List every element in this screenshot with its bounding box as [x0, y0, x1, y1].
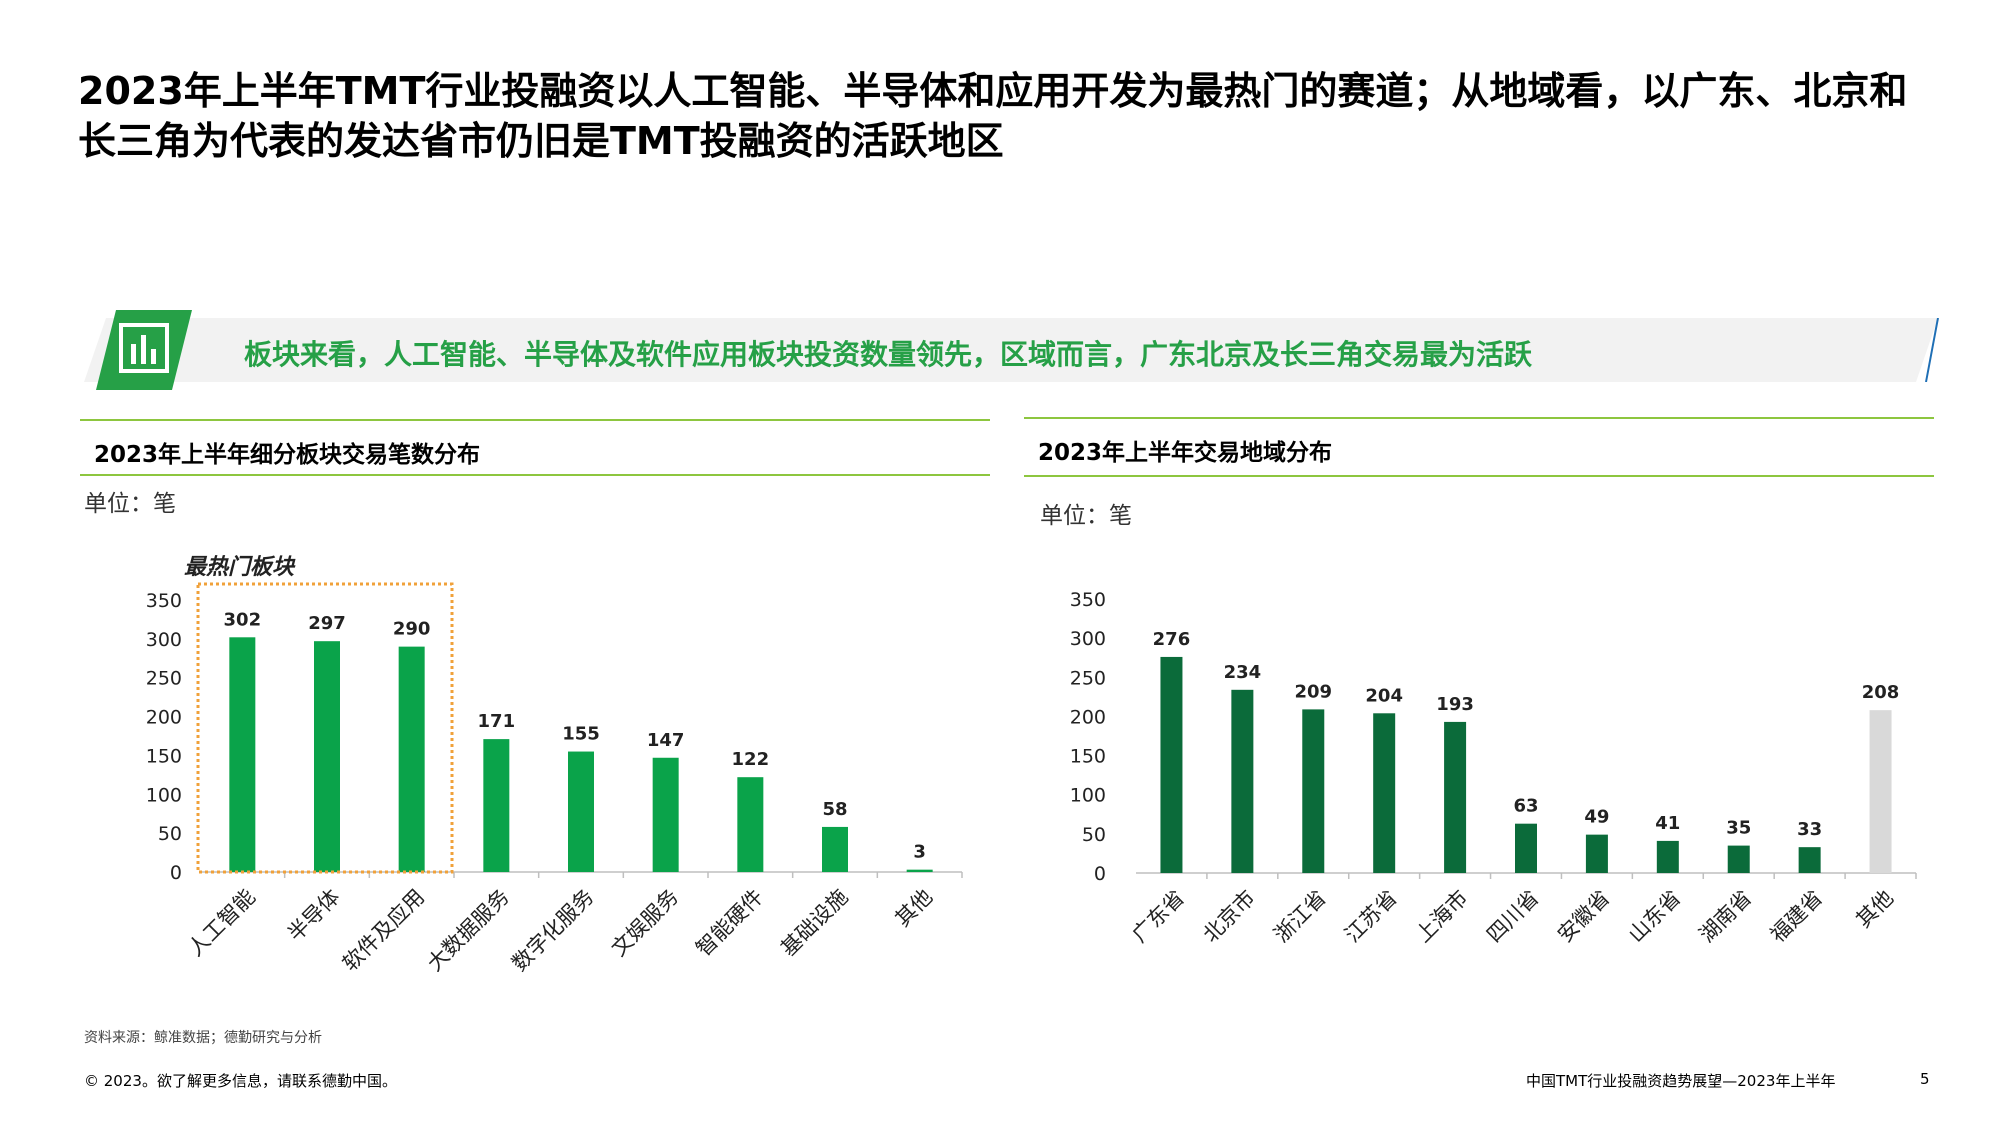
x-category-label: 软件及应用 — [338, 885, 429, 976]
x-category-label: 福建省 — [1766, 886, 1828, 948]
x-category-label: 四川省 — [1482, 886, 1544, 948]
bar-sector-9 — [906, 869, 933, 872]
y-tick-label: 300 — [146, 629, 182, 651]
bar-region-8 — [1656, 840, 1679, 873]
highlight-label: 最热门板块 — [184, 554, 296, 580]
bar-sector-5 — [568, 751, 594, 872]
x-category-label: 浙江省 — [1269, 886, 1331, 948]
x-category-label: 人工智能 — [184, 885, 260, 961]
y-tick-label: 100 — [1070, 785, 1106, 807]
y-tick-label: 350 — [1070, 589, 1106, 611]
data-label: 49 — [1584, 807, 1609, 828]
bar-region-4 — [1373, 713, 1396, 873]
data-label: 297 — [308, 613, 346, 634]
page-title: 2023年上半年TMT行业投融资以人工智能、半导体和应用开发为最热门的赛道；从地… — [78, 69, 1908, 163]
y-tick-label: 200 — [146, 707, 182, 729]
data-label: 3 — [913, 842, 926, 863]
x-category-label: 安徽省 — [1553, 886, 1615, 948]
y-tick-label: 150 — [1070, 746, 1106, 768]
bar-sector-2 — [314, 641, 340, 872]
x-category-label: 数字化服务 — [507, 885, 598, 976]
x-category-label: 山东省 — [1624, 886, 1686, 948]
data-label: 171 — [478, 711, 516, 732]
key-finding-banner — [84, 318, 1938, 382]
left-chart-unit: 单位：笔 — [84, 491, 176, 517]
highlight-box — [196, 582, 454, 874]
data-label: 302 — [224, 609, 262, 630]
x-category-label: 北京市 — [1198, 886, 1260, 948]
bar-region-11 — [1869, 710, 1892, 873]
right-chart-title: 2023年上半年交易地域分布 — [1038, 440, 1333, 466]
banner-accent-slash — [1925, 318, 1939, 382]
bar-region-1 — [1160, 656, 1183, 873]
y-tick-label: 50 — [158, 823, 182, 845]
data-label: 155 — [562, 724, 600, 745]
bar-sector-6 — [652, 757, 679, 872]
y-tick-label: 0 — [1094, 863, 1106, 885]
x-category-label: 江苏省 — [1340, 886, 1402, 948]
bar-region-5 — [1444, 721, 1467, 873]
data-label: 276 — [1153, 629, 1191, 650]
bar-sector-8 — [822, 826, 848, 872]
data-label: 122 — [732, 749, 770, 770]
y-tick-label: 0 — [170, 862, 182, 884]
y-tick-label: 100 — [146, 784, 182, 806]
bar-sector-3 — [398, 646, 425, 872]
left-chart-title: 2023年上半年细分板块交易笔数分布 — [94, 442, 481, 468]
x-category-label: 大数据服务 — [423, 885, 514, 976]
data-label: 209 — [1294, 681, 1332, 702]
data-label: 234 — [1224, 662, 1262, 683]
x-category-label: 上海市 — [1411, 886, 1473, 948]
data-label: 63 — [1513, 796, 1538, 817]
bar-sector-4 — [483, 739, 510, 872]
data-label: 208 — [1862, 682, 1900, 703]
x-category-label: 湖南省 — [1695, 886, 1757, 948]
bar-region-6 — [1515, 823, 1537, 873]
bar-region-2 — [1231, 689, 1254, 873]
bar-region-3 — [1302, 709, 1325, 873]
y-tick-label: 350 — [146, 590, 182, 612]
y-tick-label: 300 — [1070, 628, 1106, 650]
x-category-label: 其他 — [1851, 886, 1898, 933]
page-number: 5 — [1920, 1070, 1930, 1088]
footer-report-title: 中国TMT行业投融资趋势展望—2023年上半年 — [1526, 1072, 1836, 1090]
y-tick-label: 50 — [1082, 824, 1106, 846]
data-label: 35 — [1726, 818, 1751, 839]
data-label: 41 — [1655, 813, 1680, 834]
data-label: 193 — [1436, 694, 1474, 715]
data-label: 33 — [1797, 819, 1822, 840]
bar-sector-7 — [737, 777, 764, 872]
banner-text: 板块来看，人工智能、半导体及软件应用板块投资数量领先，区域而言，广东北京及长三角… — [244, 338, 1533, 371]
x-category-label: 其他 — [891, 885, 938, 932]
x-category-label: 文娱服务 — [607, 885, 683, 961]
y-tick-label: 200 — [1070, 706, 1106, 728]
left-panel-bottom-rule — [80, 474, 990, 476]
footer-copyright: © 2023。欲了解更多信息，请联系德勤中国。 — [84, 1072, 397, 1090]
bar-region-9 — [1727, 845, 1750, 873]
x-category-label: 智能硬件 — [692, 885, 768, 961]
data-label: 290 — [393, 619, 431, 640]
y-tick-label: 150 — [146, 745, 182, 767]
x-category-label: 半导体 — [283, 885, 345, 947]
right-chart-unit: 单位：笔 — [1040, 503, 1132, 529]
data-label: 204 — [1365, 685, 1403, 706]
data-label: 147 — [647, 730, 685, 751]
y-tick-label: 250 — [1070, 667, 1106, 689]
bar-chart-icon — [119, 323, 169, 373]
source-note: 资料来源：鲸准数据；德勤研究与分析 — [84, 1030, 322, 1046]
right-panel-bottom-rule — [1024, 475, 1934, 477]
bar-sector-1 — [229, 637, 256, 872]
right-panel-top-rule — [1024, 417, 1934, 419]
data-label: 58 — [822, 799, 847, 820]
x-category-label: 基础设施 — [776, 885, 852, 961]
left-panel-top-rule — [80, 419, 990, 421]
bar-region-10 — [1798, 847, 1821, 873]
bar-region-7 — [1585, 834, 1608, 873]
y-tick-label: 250 — [146, 668, 182, 690]
x-category-label: 广东省 — [1127, 886, 1189, 948]
